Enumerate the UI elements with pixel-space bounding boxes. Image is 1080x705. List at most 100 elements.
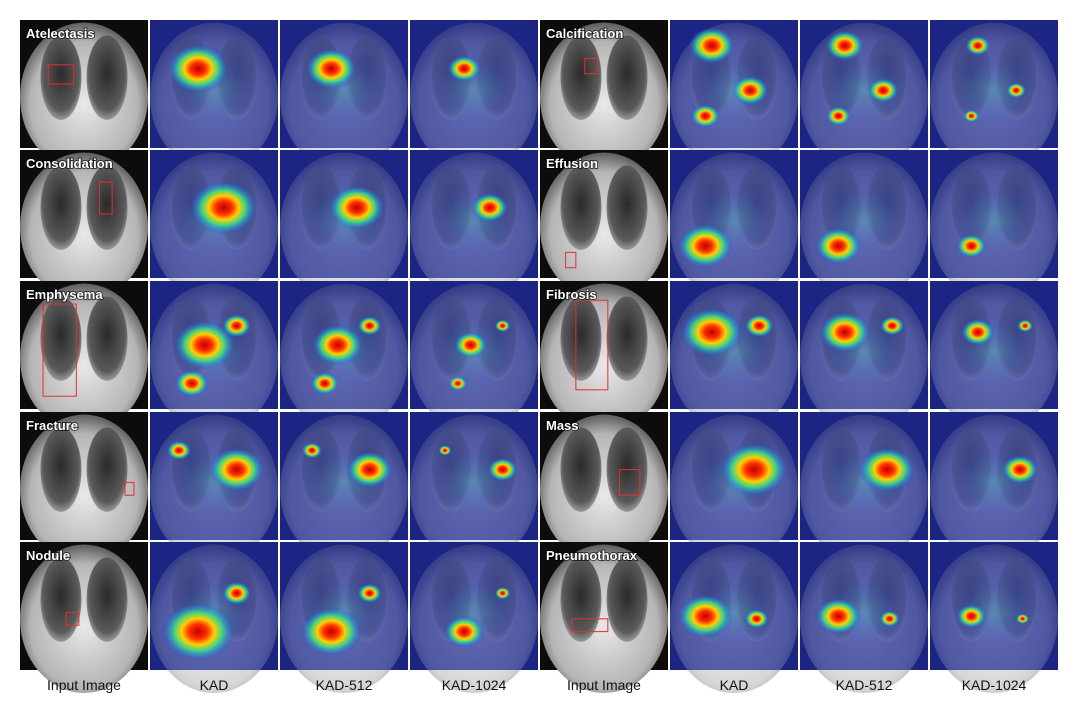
heat-spot (300, 607, 362, 657)
region-box (124, 481, 135, 496)
lung-right (606, 35, 648, 120)
heat-spot (858, 447, 916, 493)
lung-left (560, 35, 602, 120)
heat-spot (815, 227, 862, 265)
region-box (618, 469, 641, 496)
heat-spot (867, 78, 899, 103)
heatmap-image (670, 542, 798, 694)
heat-spot (815, 597, 862, 635)
heat-spot (819, 311, 871, 353)
heatmap-glow (429, 444, 519, 521)
input-image: Consolidation (20, 150, 148, 302)
heat-spot (173, 320, 236, 370)
heat-spot (690, 104, 721, 128)
input-image: Fibrosis (540, 281, 668, 433)
region-box (575, 299, 609, 391)
region-box (584, 57, 599, 75)
heat-spot (357, 315, 382, 336)
lung-left (40, 427, 82, 512)
heat-spot (208, 447, 265, 492)
torso (540, 152, 668, 302)
disease-label: Emphysema (26, 287, 103, 302)
input-image: Nodule (20, 542, 148, 694)
column-label: KAD-512 (316, 677, 373, 693)
heat-spot (677, 223, 734, 269)
heatmap-image (410, 20, 538, 172)
lung-right (606, 557, 648, 642)
heatmap-image (410, 412, 538, 564)
heat-spot (346, 451, 393, 489)
heat-spot (438, 445, 452, 456)
heat-spot (731, 75, 769, 106)
heat-spot (720, 442, 788, 497)
heat-spot (677, 594, 734, 639)
heat-spot (681, 307, 743, 357)
disease-label: Calcification (546, 26, 623, 41)
heatmap-image (800, 281, 928, 433)
heat-spot (825, 30, 864, 61)
heat-spot (688, 27, 735, 65)
heat-spot (221, 314, 252, 338)
heatmap-image (410, 150, 538, 302)
heat-spot (448, 375, 468, 391)
lung-left (40, 165, 82, 250)
lung-right (86, 557, 128, 642)
heatmap-image (930, 150, 1058, 302)
heat-spot (328, 185, 385, 231)
disease-label: Pneumothorax (546, 548, 638, 563)
heatmap-image (800, 412, 928, 564)
heat-spot (471, 192, 509, 223)
heatmap-image (280, 542, 408, 694)
lung-right (86, 35, 128, 120)
heatmap-image (670, 412, 798, 564)
column-label: KAD (200, 677, 229, 693)
heat-spot (167, 44, 229, 94)
heat-spot (963, 109, 980, 123)
heat-spot (166, 440, 192, 461)
heat-spot (879, 610, 900, 627)
heat-spot (447, 55, 481, 82)
column-label: Input Image (47, 677, 121, 693)
lung-left (40, 296, 82, 381)
heat-spot (494, 319, 511, 333)
disease-label: Mass (546, 418, 579, 433)
heatmap-image (150, 281, 278, 433)
heat-spot (965, 35, 991, 56)
input-image: Calcification (540, 20, 668, 172)
torso (20, 283, 148, 433)
heat-spot (221, 581, 252, 605)
heat-spot (161, 602, 236, 662)
heatmap-image (280, 150, 408, 302)
region-box (565, 251, 577, 269)
torso (540, 414, 668, 564)
heatmap-image (930, 542, 1058, 694)
heat-spot (961, 318, 995, 346)
heat-spot (444, 615, 485, 648)
heatmap-image (150, 542, 278, 694)
heatmap-image (670, 20, 798, 172)
heatmap-image (800, 150, 928, 302)
heat-spot (744, 608, 769, 629)
heat-spot (310, 371, 340, 395)
input-image: Fracture (20, 412, 148, 564)
torso (540, 283, 668, 433)
input-image: Atelectasis (20, 20, 148, 172)
heat-spot (744, 314, 774, 338)
heatmap-image (930, 20, 1058, 172)
heatmap-image (930, 281, 1058, 433)
disease-label: Atelectasis (26, 26, 95, 41)
region-box (98, 181, 113, 215)
input-image: Mass (540, 412, 668, 564)
torso (20, 152, 148, 302)
lung-right (86, 427, 128, 512)
column-label: KAD-1024 (962, 677, 1027, 693)
heatmap-glow (949, 574, 1039, 651)
heatmap-image (280, 20, 408, 172)
heat-spot (305, 48, 357, 90)
torso (540, 22, 668, 172)
region-box (571, 618, 609, 633)
heat-spot (301, 442, 323, 459)
heatmap-glow (949, 52, 1039, 129)
heat-spot (312, 324, 364, 366)
